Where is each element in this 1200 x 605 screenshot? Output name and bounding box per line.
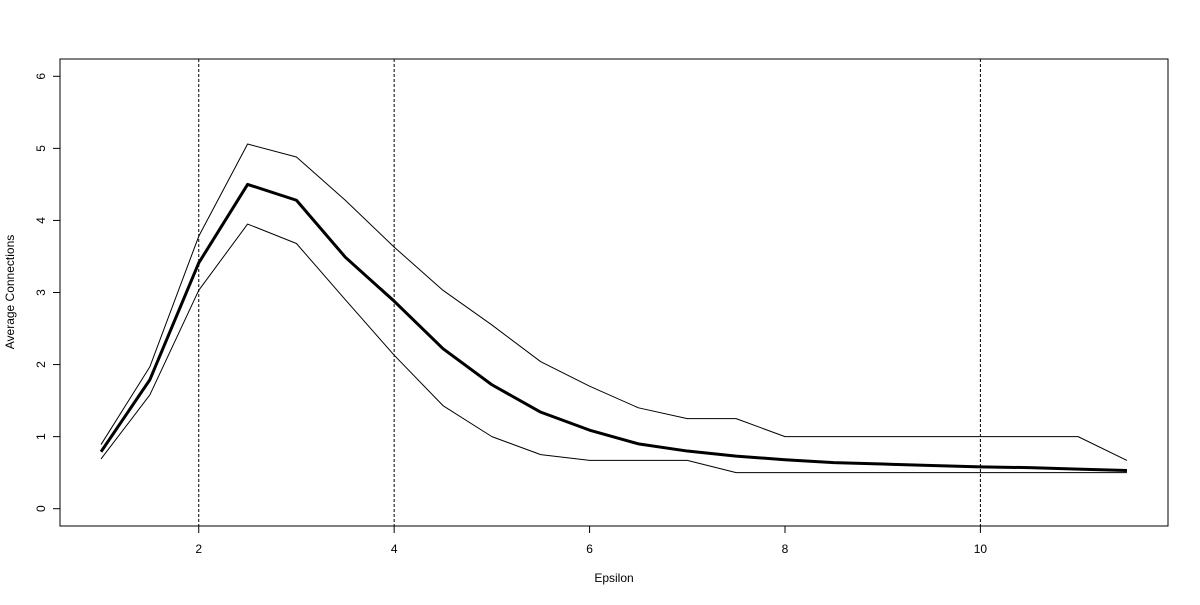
x-tick-label: 4 xyxy=(391,542,398,556)
y-tick-label: 0 xyxy=(34,505,48,512)
y-axis-label: Average Connections xyxy=(3,235,17,350)
data-line xyxy=(100,223,1127,474)
y-tick-label: 5 xyxy=(34,145,48,152)
x-tick-label: 2 xyxy=(195,542,202,556)
x-tick-label: 10 xyxy=(974,542,988,556)
data-line xyxy=(99,182,1128,473)
data-line xyxy=(100,143,1128,461)
y-tick-label: 3 xyxy=(34,289,48,296)
y-tick-label: 1 xyxy=(34,433,48,440)
y-tick-label: 2 xyxy=(34,361,48,368)
x-tick-label: 8 xyxy=(782,542,789,556)
x-axis-label: Epsilon xyxy=(594,571,633,585)
y-tick-label: 6 xyxy=(34,73,48,80)
x-tick-label: 6 xyxy=(586,542,593,556)
y-tick-label: 4 xyxy=(34,217,48,224)
plot-frame xyxy=(59,58,1169,527)
